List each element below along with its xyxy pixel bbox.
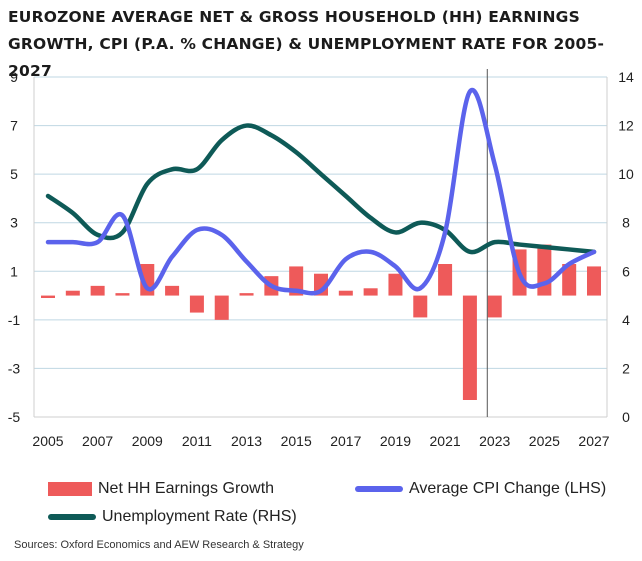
y-left-tick-label: 5 [10, 166, 18, 182]
y-right-tick-label: 8 [622, 215, 630, 231]
bar-net-hh [214, 295, 229, 320]
legend-swatch-bar [48, 482, 92, 496]
bar-net-hh [388, 273, 403, 296]
bar-net-hh [363, 288, 378, 296]
x-tick-label: 2005 [32, 433, 63, 449]
bar-net-hh [165, 285, 180, 296]
x-tick-label: 2011 [182, 433, 212, 449]
legend-label-cpi: Average CPI Change (LHS) [409, 480, 607, 497]
bar-net-hh [115, 293, 130, 296]
y-left-tick-label: 3 [10, 215, 18, 231]
x-tick-label: 2007 [82, 433, 113, 449]
legend-label-unemployment: Unemployment Rate (RHS) [102, 508, 297, 525]
y-right-tick-label: 10 [618, 166, 634, 182]
x-tick-label: 2027 [578, 433, 609, 449]
y-left-tick-label: 9 [10, 69, 18, 85]
series-line-unemployment [45, 123, 597, 255]
legend-label-net-hh: Net HH Earnings Growth [98, 480, 275, 497]
bar-net-hh [41, 295, 55, 298]
bar-net-hh [438, 264, 453, 296]
x-tick-label: 2015 [281, 433, 312, 449]
x-tick-label: 2013 [231, 433, 262, 449]
legend-item-unemployment: Unemployment Rate (RHS) [48, 508, 297, 526]
y-left-tick-label: 1 [10, 263, 18, 279]
bar-net-hh [65, 290, 80, 296]
x-tick-label: 2019 [380, 433, 411, 449]
y-right-tick-label: 12 [618, 118, 634, 134]
y-right-tick-label: 4 [622, 312, 630, 328]
y-right-tick-label: 14 [618, 69, 634, 85]
y-right-tick-label: 0 [622, 409, 630, 425]
y-right-tick-label: 2 [622, 360, 630, 376]
y-left-tick-label: -3 [8, 360, 21, 376]
source-note: Sources: Oxford Economics and AEW Resear… [14, 539, 304, 551]
bar-net-hh [487, 295, 502, 318]
x-tick-label: 2009 [132, 433, 163, 449]
bar-net-hh [462, 295, 477, 400]
y-right-tick-label: 6 [622, 263, 630, 279]
x-tick-label: 2023 [479, 433, 510, 449]
bar-net-hh [587, 266, 601, 296]
legend-swatch-cpi [355, 486, 403, 492]
bar-net-hh [562, 264, 577, 296]
bar-net-hh [90, 285, 105, 296]
legend-item-cpi: Average CPI Change (LHS) [355, 480, 606, 498]
x-tick-label: 2025 [529, 433, 560, 449]
chart-title: EUROZONE AVERAGE NET & GROSS HOUSEHOLD (… [8, 8, 605, 80]
chart: 9 7 5 3 1 -1 -3 -5 14 12 10 8 6 4 2 0 2005 2007 2009 2011 20… [8, 69, 634, 449]
bar-net-hh [239, 293, 254, 296]
x-tick-label: 2017 [330, 433, 361, 449]
y-left-tick-label: 7 [10, 118, 18, 134]
bar-net-hh [189, 295, 204, 313]
bar-net-hh [537, 244, 552, 296]
bar-net-hh [413, 295, 428, 318]
legend-swatch-unemployment [48, 514, 96, 520]
y-left-tick-label: -1 [8, 312, 21, 328]
bar-net-hh [338, 290, 353, 296]
series-line-cpi [45, 87, 597, 296]
legend-item-net-hh: Net HH Earnings Growth [48, 480, 274, 498]
x-tick-label: 2021 [430, 433, 461, 449]
y-left-tick-label: -5 [8, 409, 21, 425]
